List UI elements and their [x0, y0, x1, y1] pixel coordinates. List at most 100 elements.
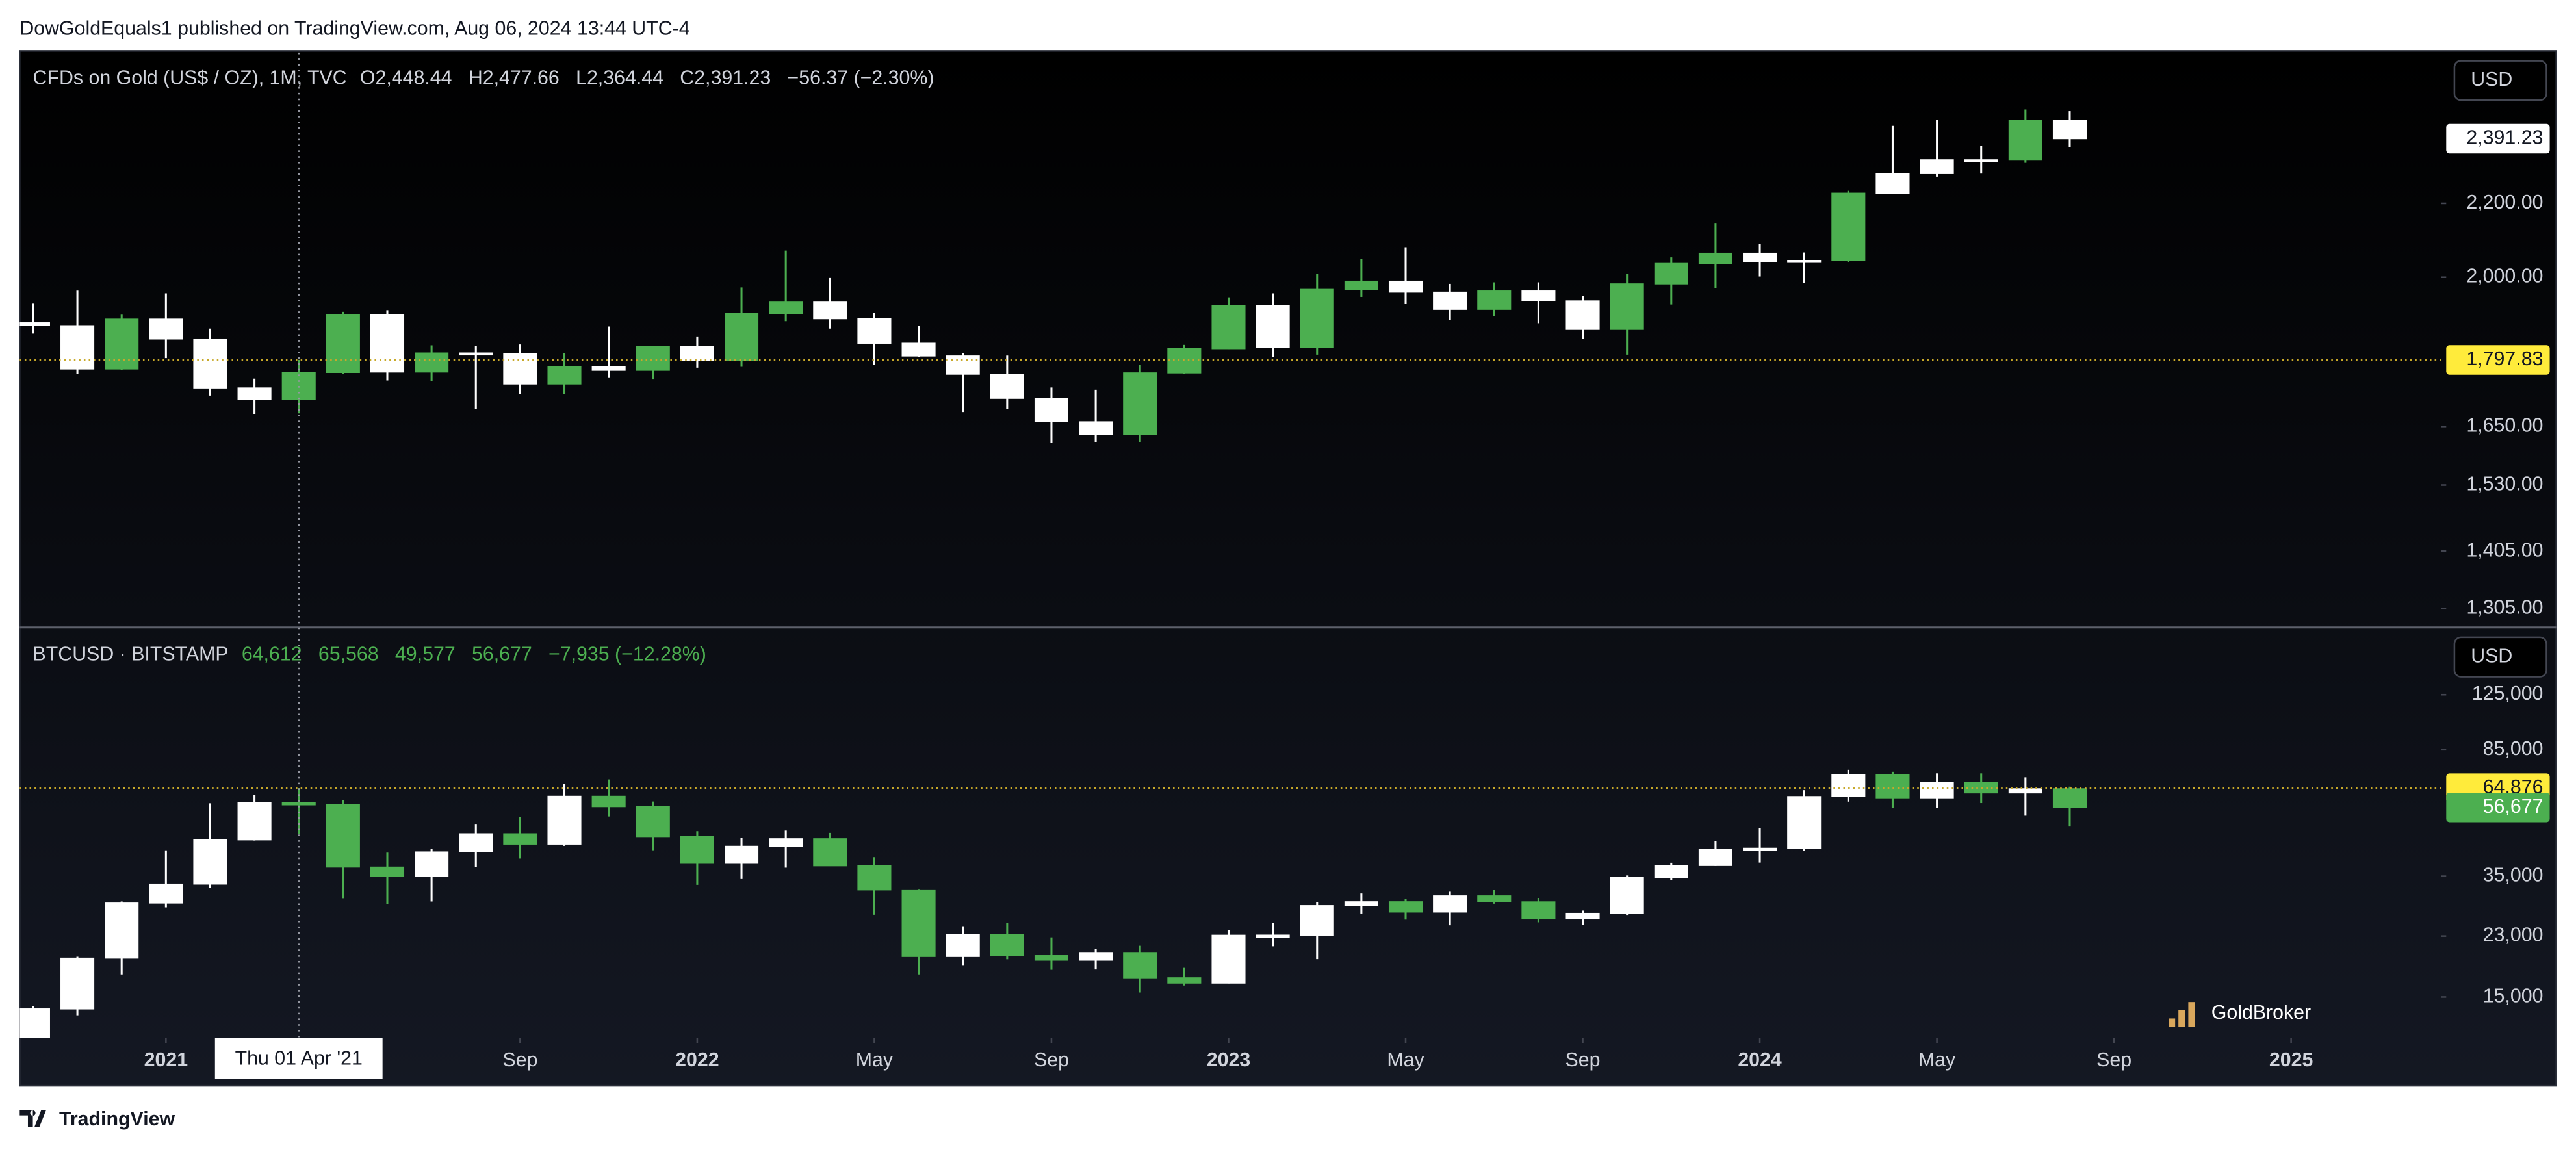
candle-body: [19, 322, 50, 326]
candle-body: [680, 836, 714, 864]
candle-body: [415, 851, 449, 877]
candle-body: [1698, 252, 1732, 264]
candle-body: [459, 833, 493, 852]
candle-body: [1654, 865, 1688, 878]
x-tick-label: May: [1387, 1049, 1424, 1071]
crosshair-time-label: Thu 01 Apr '21: [235, 1048, 363, 1069]
last-price-box: [2446, 123, 2550, 154]
legend-value: H2,477.66: [469, 67, 560, 88]
x-tick-label: Sep: [1034, 1049, 1069, 1071]
candle-body: [1079, 952, 1113, 961]
candle-body: [237, 802, 272, 841]
x-tick-label: May: [856, 1049, 894, 1071]
goldbroker-watermark: GoldBroker: [2169, 1002, 2311, 1027]
candle-body: [636, 806, 670, 838]
currency-label[interactable]: USD: [2471, 69, 2512, 90]
currency-button[interactable]: [2453, 60, 2547, 101]
y-tick-label: 35,000: [2483, 865, 2544, 886]
x-tick-label: Sep: [502, 1049, 537, 1071]
x-tick-label: 2021: [144, 1049, 188, 1071]
candle-body: [1920, 782, 1954, 799]
y-tick-label: 2,000.00: [2466, 266, 2543, 287]
y-tick-label: 15,000: [2483, 985, 2544, 1006]
candle-body: [1433, 291, 1467, 310]
candle-body: [1344, 901, 1378, 906]
candle-body: [193, 338, 227, 389]
legend-value: 65,568: [318, 644, 379, 665]
candle-body: [1300, 288, 1334, 348]
candle-body: [2008, 120, 2042, 161]
x-tick-label: 2023: [1207, 1049, 1250, 1071]
last-price-box: [2446, 793, 2550, 823]
candle-body: [370, 866, 405, 877]
candle-body: [237, 387, 272, 400]
crosshair-price-box: [2446, 345, 2550, 375]
candle-body: [813, 301, 847, 320]
legend-symbol: CFDs on Gold (US$ / OZ), 1M, TVC: [33, 67, 347, 88]
candle-body: [149, 883, 183, 904]
candle-body: [1256, 934, 1290, 938]
chart-frame: [19, 50, 2557, 1087]
candle-body: [1743, 847, 1777, 851]
candle-body: [370, 314, 405, 373]
candle-body: [1300, 905, 1334, 936]
candle-body: [1521, 290, 1556, 301]
candle-body: [1610, 877, 1644, 914]
y-tick-label: 2,200.00: [2466, 192, 2543, 213]
candle-body: [1875, 173, 1910, 194]
currency-button[interactable]: [2453, 636, 2547, 678]
candle-body: [813, 838, 847, 867]
legend-value: −56.37 (−2.30%): [788, 67, 934, 88]
legend: CFDs on Gold (US$ / OZ), 1M, TVC O2,448.4…: [33, 67, 934, 88]
candle-body: [326, 804, 360, 868]
y-tick-label: 1,530.00: [2466, 474, 2543, 495]
x-tick-label: Sep: [1565, 1049, 1601, 1071]
candle-body: [105, 902, 139, 959]
legend: BTCUSD · BITSTAMP 64,612 65,568 49,577 56,67…: [33, 644, 706, 665]
candle-body: [503, 353, 537, 385]
candle-body: [1344, 280, 1378, 290]
candle-body: [769, 301, 803, 314]
candle-body: [1654, 262, 1688, 285]
candle-body: [1034, 955, 1068, 961]
candle-body: [1388, 901, 1423, 913]
candle-body: [1123, 372, 1157, 435]
candle-body: [591, 795, 626, 808]
y-tick-label: 23,000: [2483, 925, 2544, 946]
candle-body: [1565, 300, 1600, 330]
candle-body: [1964, 159, 1998, 162]
candle-body: [1211, 305, 1246, 350]
legend-symbol: BTCUSD · BITSTAMP: [33, 644, 229, 665]
candle-body: [1079, 421, 1113, 435]
y-tick-label: 1,405.00: [2466, 539, 2543, 561]
candle-body: [503, 833, 537, 845]
candle-body: [946, 934, 980, 957]
legend-value: −7,935 (−12.28%): [548, 644, 706, 665]
publish-header: DowGoldEquals1 published on TradingView.…: [19, 18, 689, 40]
candle-body: [725, 845, 759, 864]
candle-body: [901, 342, 936, 357]
currency-label[interactable]: USD: [2471, 645, 2512, 667]
y-tick-label: 1,650.00: [2466, 415, 2543, 436]
candle-body: [19, 1008, 50, 1038]
legend-value: 64,612: [242, 644, 302, 665]
candle-body: [326, 314, 360, 374]
candle-body: [1698, 849, 1732, 866]
candle-body: [901, 889, 936, 957]
y-tick-label: 1,305.00: [2466, 596, 2543, 618]
candle-body: [1875, 774, 1910, 799]
footer-brand: TradingView: [59, 1108, 175, 1130]
legend-value: C2,391.23: [680, 67, 771, 88]
candle-body: [1831, 774, 1866, 797]
candle-body: [1565, 912, 1600, 920]
candle-body: [1256, 305, 1290, 348]
legend-value: O2,448.44: [360, 67, 452, 88]
last-price-label: 56,677: [2483, 796, 2544, 817]
candle-body: [547, 366, 582, 385]
logo-icon: [19, 1110, 46, 1127]
candle-body: [857, 318, 892, 344]
candle-body: [1211, 934, 1246, 984]
candle-body: [1167, 977, 1202, 984]
legend-value: 56,677: [472, 644, 532, 665]
